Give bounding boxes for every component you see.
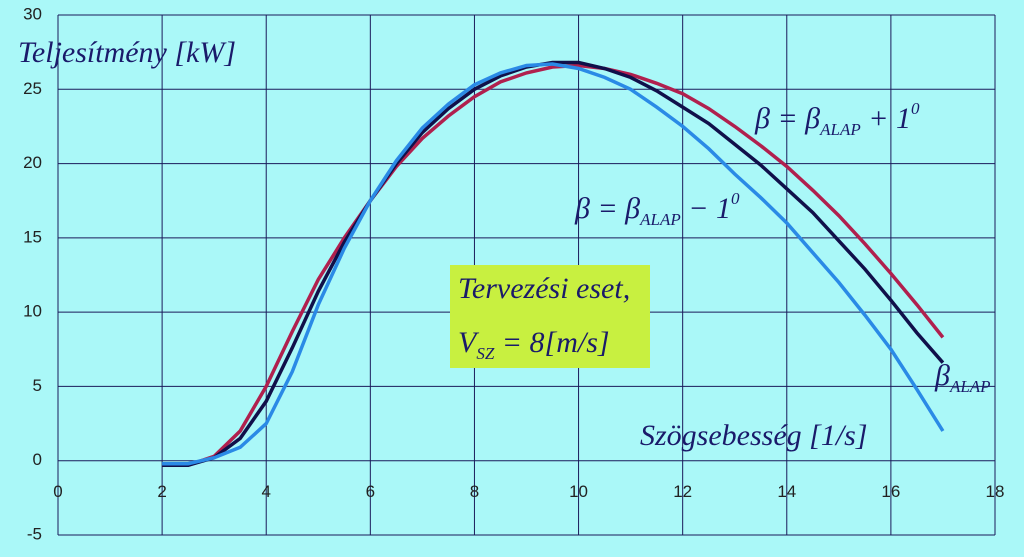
- text: + 1: [861, 102, 911, 135]
- subscript: SZ: [476, 344, 495, 363]
- annotation-box: [450, 265, 650, 368]
- x-tick-label: 6: [366, 482, 375, 501]
- y-tick-label: 15: [23, 227, 42, 246]
- subscript: ALAP: [819, 120, 861, 139]
- y-tick-label: 0: [33, 450, 42, 469]
- y-axis-label: Teljesítmény [kW]: [18, 36, 236, 69]
- x-tick-label: 0: [53, 482, 62, 501]
- text: β = β: [574, 192, 640, 225]
- y-tick-label: 20: [23, 153, 42, 172]
- subscript: ALAP: [949, 377, 991, 396]
- annotation-line: Tervezési eset,: [458, 272, 630, 305]
- text: V: [458, 326, 480, 359]
- annotation-line: VSZ = 8[m/s]: [458, 326, 610, 363]
- text: − 1: [681, 192, 731, 225]
- x-axis-label: Szögsebesség [1/s]: [640, 419, 868, 452]
- x-tick-label: 2: [157, 482, 166, 501]
- superscript: 0: [731, 189, 740, 208]
- y-tick-label: 30: [23, 4, 42, 23]
- superscript: 0: [911, 99, 920, 118]
- series-label: βALAP: [934, 359, 991, 396]
- text: = 8[m/s]: [494, 326, 609, 359]
- y-tick-label: 10: [23, 302, 42, 321]
- x-tick-label: 18: [986, 482, 1005, 501]
- series-label: β = βALAP + 10: [754, 99, 920, 139]
- subscript: ALAP: [639, 210, 681, 229]
- x-tick-label: 10: [569, 482, 588, 501]
- y-tick-label: 5: [33, 376, 42, 395]
- text: β = β: [754, 102, 820, 135]
- text: β: [934, 359, 950, 392]
- x-tick-label: 12: [673, 482, 692, 501]
- series-label: β = βALAP − 10: [574, 189, 740, 229]
- x-tick-label: 8: [470, 482, 479, 501]
- y-tick-label: 25: [23, 79, 42, 98]
- series-line: [162, 63, 945, 467]
- lines: [162, 60, 945, 467]
- series-line: [162, 62, 945, 466]
- x-tick-label: 14: [777, 482, 796, 501]
- y-tick-label: -5: [27, 524, 42, 543]
- x-tick-label: 4: [261, 482, 270, 501]
- x-tick-label: 16: [881, 482, 900, 501]
